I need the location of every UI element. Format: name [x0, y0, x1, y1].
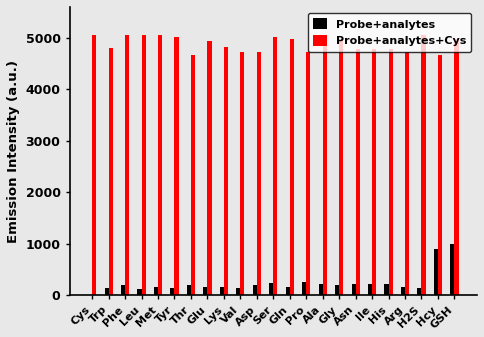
Bar: [273, 37, 277, 295]
Bar: [302, 282, 306, 295]
Y-axis label: Emission Intensity (a.u.): Emission Intensity (a.u.): [7, 60, 20, 243]
Bar: [137, 289, 141, 295]
Bar: [368, 284, 372, 295]
Bar: [434, 249, 438, 295]
Bar: [220, 287, 224, 295]
Bar: [450, 244, 454, 295]
Legend: Probe+analytes, Probe+analytes+Cys: Probe+analytes, Probe+analytes+Cys: [308, 12, 471, 52]
Bar: [224, 47, 228, 295]
Bar: [170, 287, 175, 295]
Bar: [290, 39, 294, 295]
Bar: [257, 52, 261, 295]
Bar: [191, 55, 195, 295]
Bar: [175, 37, 179, 295]
Bar: [187, 285, 191, 295]
Bar: [454, 39, 458, 295]
Bar: [306, 52, 310, 295]
Bar: [203, 287, 208, 295]
Bar: [241, 52, 244, 295]
Bar: [356, 49, 360, 295]
Bar: [208, 41, 212, 295]
Bar: [372, 49, 376, 295]
Bar: [438, 55, 442, 295]
Bar: [105, 287, 108, 295]
Bar: [154, 286, 158, 295]
Bar: [121, 285, 125, 295]
Bar: [323, 39, 327, 295]
Bar: [158, 35, 162, 295]
Bar: [108, 48, 113, 295]
Bar: [384, 284, 389, 295]
Bar: [422, 35, 425, 295]
Bar: [335, 285, 339, 295]
Bar: [141, 35, 146, 295]
Bar: [236, 287, 241, 295]
Bar: [417, 287, 422, 295]
Bar: [253, 285, 257, 295]
Bar: [401, 287, 405, 295]
Bar: [125, 35, 129, 295]
Bar: [269, 283, 273, 295]
Bar: [92, 35, 96, 295]
Bar: [339, 39, 343, 295]
Bar: [286, 287, 290, 295]
Bar: [389, 49, 393, 295]
Bar: [405, 52, 409, 295]
Bar: [318, 284, 323, 295]
Bar: [351, 284, 356, 295]
